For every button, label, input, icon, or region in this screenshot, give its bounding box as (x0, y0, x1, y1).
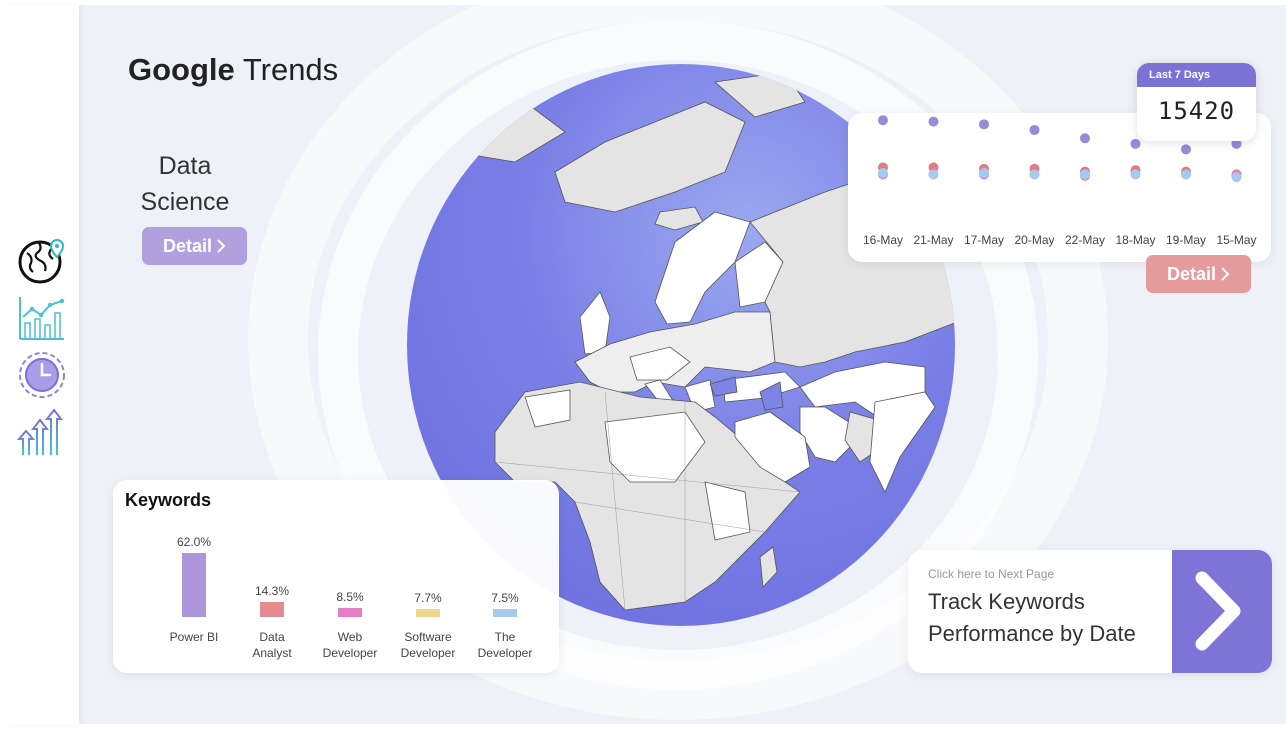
date-point[interactable] (979, 119, 989, 130)
next-title-line-2: Performance by Date (928, 621, 1136, 646)
keyword-value-label: 7.7% (414, 591, 442, 606)
keywords-title: Keywords (125, 490, 212, 510)
line-chart-icon[interactable] (17, 293, 67, 343)
next-page-button[interactable] (1172, 550, 1272, 673)
clock-icon[interactable] (17, 350, 67, 400)
chevron-right-icon (217, 239, 226, 253)
keyword-label-line: The (494, 630, 516, 644)
next-page-hint: Click here to Next Page (928, 567, 1055, 581)
date-point[interactable] (928, 162, 939, 173)
topic-label: Data Science (125, 148, 245, 220)
next-page-title: Track Keywords Performance by Date (928, 586, 1136, 650)
chevron-right-icon (1195, 571, 1241, 651)
keyword-label-line: Developer (322, 646, 378, 660)
date-tick-label: 22-May (1065, 233, 1105, 247)
keyword-label-line: Data (259, 630, 285, 644)
keyword-label-line: Web (337, 630, 363, 644)
keyword-value-label: 8.5% (336, 590, 364, 605)
date-tick-label: 16-May (863, 233, 903, 247)
summary-period: Last 7 Days (1137, 63, 1256, 87)
keyword-label-line: Developer (400, 646, 456, 660)
growth-arrows-icon[interactable] (16, 407, 67, 457)
date-point[interactable] (1231, 172, 1242, 183)
date-point[interactable] (1181, 144, 1191, 155)
date-tick-label: 18-May (1115, 233, 1155, 247)
date-point[interactable] (1029, 169, 1040, 180)
globe-pin-icon[interactable] (17, 235, 67, 285)
page-title: Google Trends (128, 52, 338, 88)
date-point[interactable] (928, 169, 939, 180)
date-tick-label: 17-May (964, 233, 1004, 247)
keyword-category-label: Web Developer (310, 629, 390, 661)
chevron-right-icon (1221, 267, 1230, 281)
keyword-bar[interactable] (493, 609, 517, 617)
date-point[interactable] (1130, 169, 1141, 180)
date-chart: 16-May 21-May 17-May 20-May 22-May 18-May 19-M… (863, 115, 1257, 247)
keywords-card: Keywords 62.0% Power BI 14.3% Data Analyst 8.… (113, 480, 559, 673)
keyword-bar[interactable] (260, 602, 284, 617)
date-tick-label: 20-May (1014, 233, 1054, 247)
date-point[interactable] (1181, 169, 1191, 180)
keyword-bar[interactable] (416, 609, 440, 617)
date-point[interactable] (878, 168, 888, 178)
date-tick-label: 15-May (1216, 233, 1256, 247)
title-brand: Google (128, 52, 235, 87)
date-tick-label: 21-May (913, 233, 953, 247)
date-point[interactable] (1080, 133, 1090, 144)
date-detail-label: Detail (1166, 263, 1217, 284)
date-point[interactable] (878, 115, 888, 126)
keyword-category-label: Data Analyst (232, 629, 312, 661)
topic-detail-button[interactable]: Detail (142, 227, 247, 265)
title-rest: Trends (242, 52, 339, 87)
date-tick-label: 19-May (1166, 233, 1206, 247)
date-point[interactable] (928, 116, 939, 127)
keyword-category-label: Software Developer (388, 629, 468, 661)
topic-line-2: Science (140, 188, 230, 216)
keyword-value-label: 62.0% (176, 535, 212, 549)
date-detail-button[interactable]: Detail (1146, 255, 1251, 293)
keyword-bar[interactable] (338, 608, 362, 617)
keyword-category-label: The Developer (465, 629, 545, 661)
sidebar (7, 5, 79, 724)
keyword-value-label: 14.3% (254, 584, 290, 599)
date-point[interactable] (1029, 124, 1040, 135)
date-point[interactable] (1130, 138, 1141, 149)
keyword-label-line: Analyst (252, 646, 292, 660)
keyword-label-line: Developer (477, 646, 533, 660)
keyword-value-label: 7.5% (491, 591, 519, 606)
summary-value: 15420 (1157, 97, 1236, 125)
keyword-label-line: Power BI (169, 630, 219, 644)
date-point[interactable] (1080, 169, 1090, 180)
keyword-category-label: Power BI (154, 629, 234, 645)
keyword-bar[interactable] (182, 553, 206, 617)
keywords-chart: 62.0% Power BI 14.3% Data Analyst 8.5% Web Deve… (113, 480, 559, 673)
next-title-line-1: Track Keywords (928, 589, 1085, 614)
summary-badge: Last 7 Days 15420 (1137, 63, 1256, 141)
topic-detail-label: Detail (162, 235, 213, 256)
date-point[interactable] (1231, 138, 1242, 149)
date-point[interactable] (979, 168, 989, 178)
keyword-label-line: Software (404, 630, 452, 644)
topic-line-1: Data (158, 152, 212, 180)
